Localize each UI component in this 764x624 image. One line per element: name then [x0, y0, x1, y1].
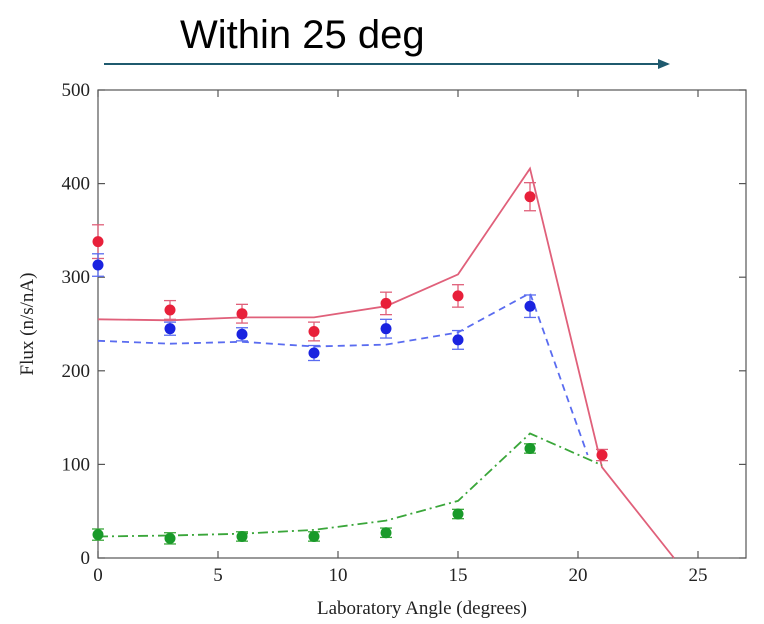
- y-tick-label: 100: [62, 454, 91, 475]
- red-data-point: [380, 297, 392, 309]
- blue-data-point: [380, 323, 392, 335]
- blue-data-point: [92, 259, 104, 271]
- red-data-point: [164, 304, 176, 316]
- blue-data-point: [452, 334, 464, 346]
- red-model-line: [97, 166, 675, 559]
- x-tick-label: 25: [689, 565, 708, 586]
- green-model-line: [97, 432, 603, 538]
- green-data-point: [380, 527, 392, 539]
- x-tick-label: 0: [93, 565, 103, 586]
- x-tick-label: 15: [449, 565, 468, 586]
- green-data-point: [92, 529, 104, 541]
- x-tick-label: 10: [329, 565, 348, 586]
- points-layer: [92, 182, 608, 545]
- green-data-point: [164, 532, 176, 544]
- blue-data-point: [524, 300, 536, 312]
- ticks-layer: 0 5 10 15 20 25 0 100 200 300 400 500: [62, 80, 746, 586]
- y-tick-label: 400: [62, 174, 91, 195]
- x-tick-label: 20: [569, 565, 588, 586]
- red-data-point: [236, 308, 248, 320]
- blue-data-point: [236, 328, 248, 340]
- red-data-point: [452, 290, 464, 302]
- plot-frame: [97, 89, 747, 559]
- green-data-point: [236, 530, 248, 542]
- blue-data-point: [164, 323, 176, 335]
- red-data-point: [596, 449, 608, 461]
- x-axis-title: Laboratory Angle (degrees): [317, 598, 527, 619]
- green-data-point: [452, 508, 464, 520]
- annotation-text: Within 25 deg: [180, 13, 425, 57]
- y-tick-label: 500: [62, 80, 91, 101]
- y-axis-title: Flux (n/s/nA): [17, 273, 38, 376]
- y-tick-label: 200: [62, 361, 91, 382]
- red-data-point: [308, 325, 320, 337]
- blue-model-line: [97, 291, 589, 456]
- x-tick-label: 5: [213, 565, 223, 586]
- green-data-point: [308, 530, 320, 542]
- green-data-point: [524, 442, 536, 454]
- y-tick-label: 300: [62, 267, 91, 288]
- lines-layer: [97, 166, 675, 559]
- blue-data-point: [308, 347, 320, 359]
- y-tick-label: 0: [81, 548, 91, 569]
- red-data-point: [92, 236, 104, 248]
- red-data-point: [524, 191, 536, 203]
